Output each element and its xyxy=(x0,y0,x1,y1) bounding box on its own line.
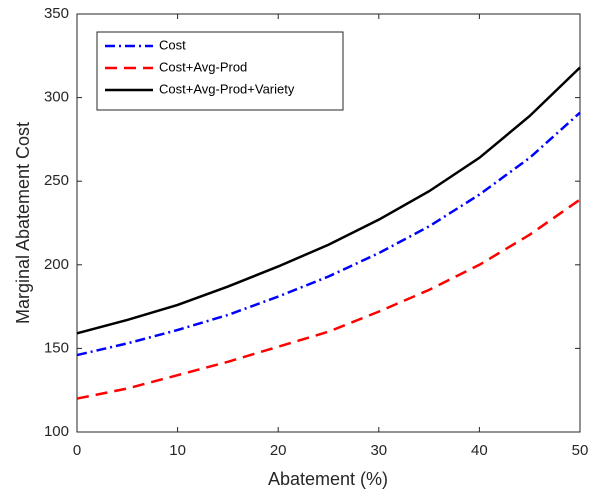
y-tick-label: 300 xyxy=(44,89,69,106)
legend-label: Cost+Avg-Prod+Variety xyxy=(159,81,295,96)
y-tick-label: 150 xyxy=(44,339,69,356)
legend-box xyxy=(96,31,344,111)
x-tick-label: 50 xyxy=(572,442,589,459)
x-axis-label: Abatement (%) xyxy=(268,469,388,489)
y-tick-label: 350 xyxy=(44,5,69,22)
legend-label: Cost xyxy=(159,37,186,52)
series-line xyxy=(76,198,581,400)
y-tick-label: 200 xyxy=(44,256,69,273)
plot-area xyxy=(76,13,581,433)
x-tick-label: 0 xyxy=(73,442,81,459)
series-line xyxy=(76,66,581,335)
y-tick-label: 100 xyxy=(44,423,69,440)
x-tick-label: 20 xyxy=(270,442,287,459)
x-tick-label: 40 xyxy=(471,442,488,459)
y-tick-label: 250 xyxy=(44,172,69,189)
series-line xyxy=(76,111,581,357)
y-axis-label: Marginal Abatement Cost xyxy=(13,122,33,324)
legend-label: Cost+Avg-Prod xyxy=(159,59,247,74)
x-tick-label: 10 xyxy=(169,442,186,459)
x-tick-label: 30 xyxy=(370,442,387,459)
